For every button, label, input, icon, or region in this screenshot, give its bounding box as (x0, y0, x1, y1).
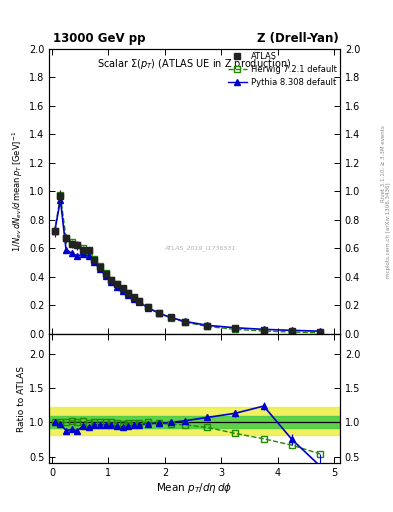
Text: 13000 GeV pp: 13000 GeV pp (53, 32, 145, 45)
Text: Scalar $\Sigma(p_T)$ (ATLAS UE in Z production): Scalar $\Sigma(p_T)$ (ATLAS UE in Z prod… (97, 57, 292, 71)
Text: mcplots.cern.ch [arXiv:1306.3436]: mcplots.cern.ch [arXiv:1306.3436] (386, 183, 391, 278)
X-axis label: Mean $p_T/d\eta\,d\phi$: Mean $p_T/d\eta\,d\phi$ (156, 481, 233, 495)
Y-axis label: Ratio to ATLAS: Ratio to ATLAS (17, 366, 26, 432)
Text: Z (Drell-Yan): Z (Drell-Yan) (257, 32, 339, 45)
Legend: ATLAS, Herwig 7.2.1 default, Pythia 8.308 default: ATLAS, Herwig 7.2.1 default, Pythia 8.30… (228, 52, 337, 88)
Y-axis label: $1/N_{ev}\,dN_{ev}/d\,\mathrm{mean}\,p_T\,[\mathrm{GeV}]^{-1}$: $1/N_{ev}\,dN_{ev}/d\,\mathrm{mean}\,p_T… (10, 131, 25, 252)
Text: ATLAS_2019_I1736531: ATLAS_2019_I1736531 (165, 245, 236, 251)
Text: Rivet 3.1.10, ≥ 3.3M events: Rivet 3.1.10, ≥ 3.3M events (381, 125, 386, 202)
